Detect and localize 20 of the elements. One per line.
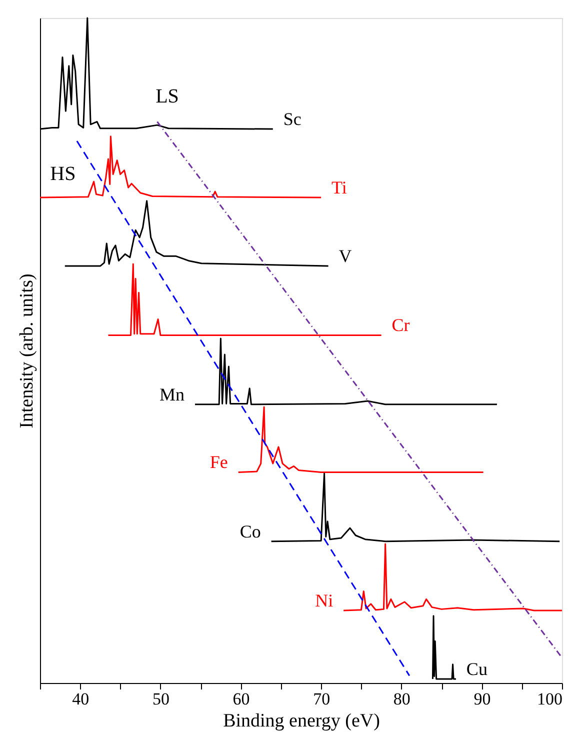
x-tick-label: 40 bbox=[72, 690, 90, 708]
series-label: Cr bbox=[392, 315, 410, 336]
x-tick-label: 70 bbox=[313, 690, 330, 708]
series-label: Mn bbox=[160, 384, 185, 404]
x-tick-label: 50 bbox=[152, 690, 170, 708]
annotation: HS bbox=[50, 163, 76, 186]
x-tick-label: 80 bbox=[393, 690, 410, 708]
x-tick-label: 90 bbox=[474, 690, 491, 708]
series-label: Sc bbox=[283, 109, 302, 130]
series-label: Co bbox=[240, 521, 261, 542]
series-label: Fe bbox=[210, 452, 228, 472]
series-label: Ti bbox=[332, 178, 347, 198]
x-tick-label: 100 bbox=[537, 690, 562, 708]
series-label: V bbox=[338, 246, 352, 266]
x-tick-label: 60 bbox=[232, 690, 250, 708]
series-label: Ni bbox=[315, 590, 334, 611]
series-label: Cu bbox=[466, 659, 488, 680]
x-axis-title: Binding energy (eV) bbox=[223, 710, 380, 732]
annotation: LS bbox=[156, 86, 179, 108]
y-axis-title: Intensity (arb. units) bbox=[16, 274, 38, 428]
